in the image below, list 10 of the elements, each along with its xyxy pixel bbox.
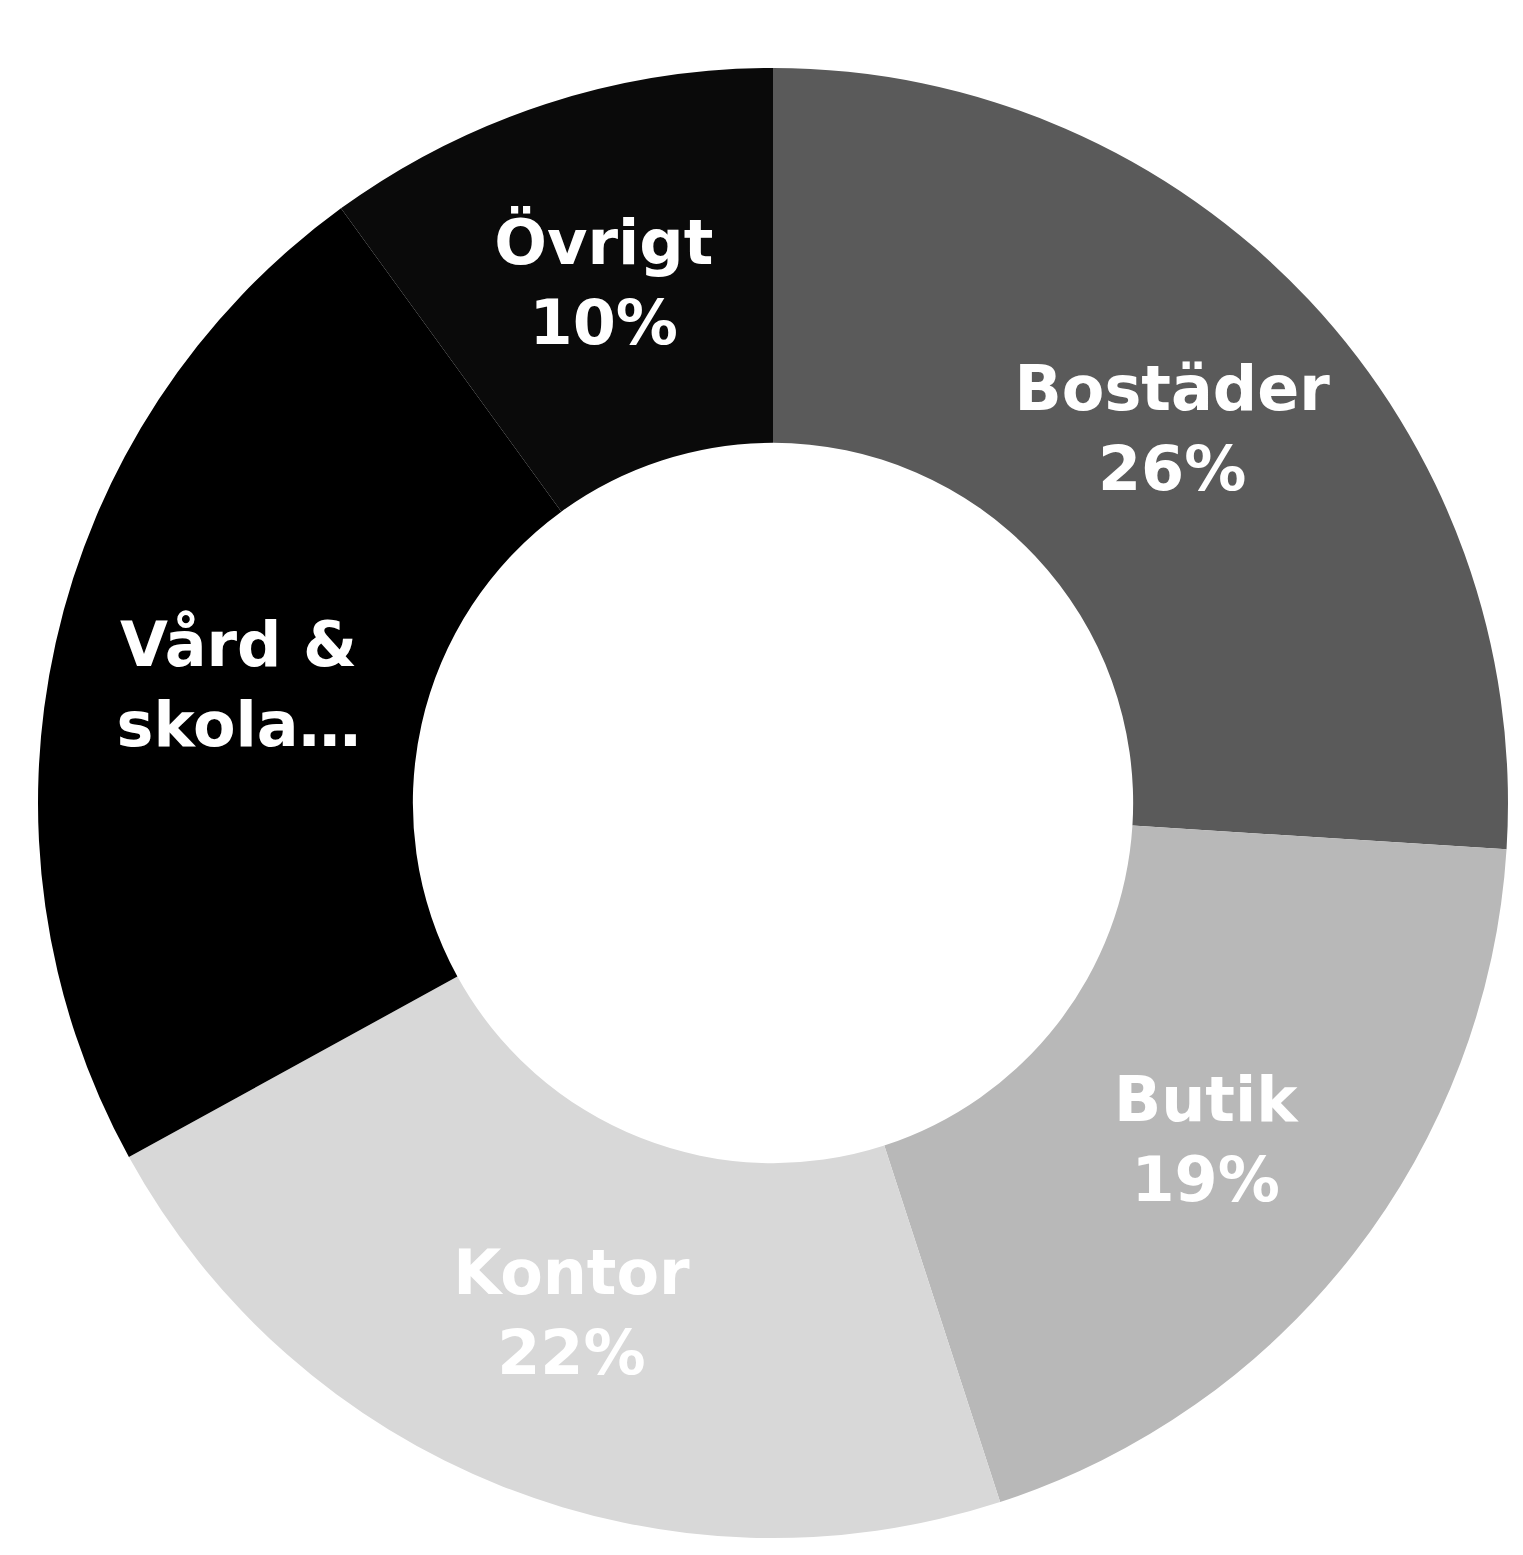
data-label: 10%	[529, 285, 678, 359]
slice-label: Butik	[1113, 1062, 1300, 1136]
donut-slice	[128, 976, 1001, 1537]
donut-slice	[884, 825, 1507, 1503]
data-label: 19%	[1131, 1142, 1280, 1216]
donut-slice	[773, 68, 1507, 850]
slice-label: Bostäder	[1014, 351, 1331, 425]
slice-label: Vård & skola…	[116, 607, 361, 761]
data-label: 26%	[1097, 431, 1247, 505]
slice-label: Övrigt	[494, 205, 714, 279]
